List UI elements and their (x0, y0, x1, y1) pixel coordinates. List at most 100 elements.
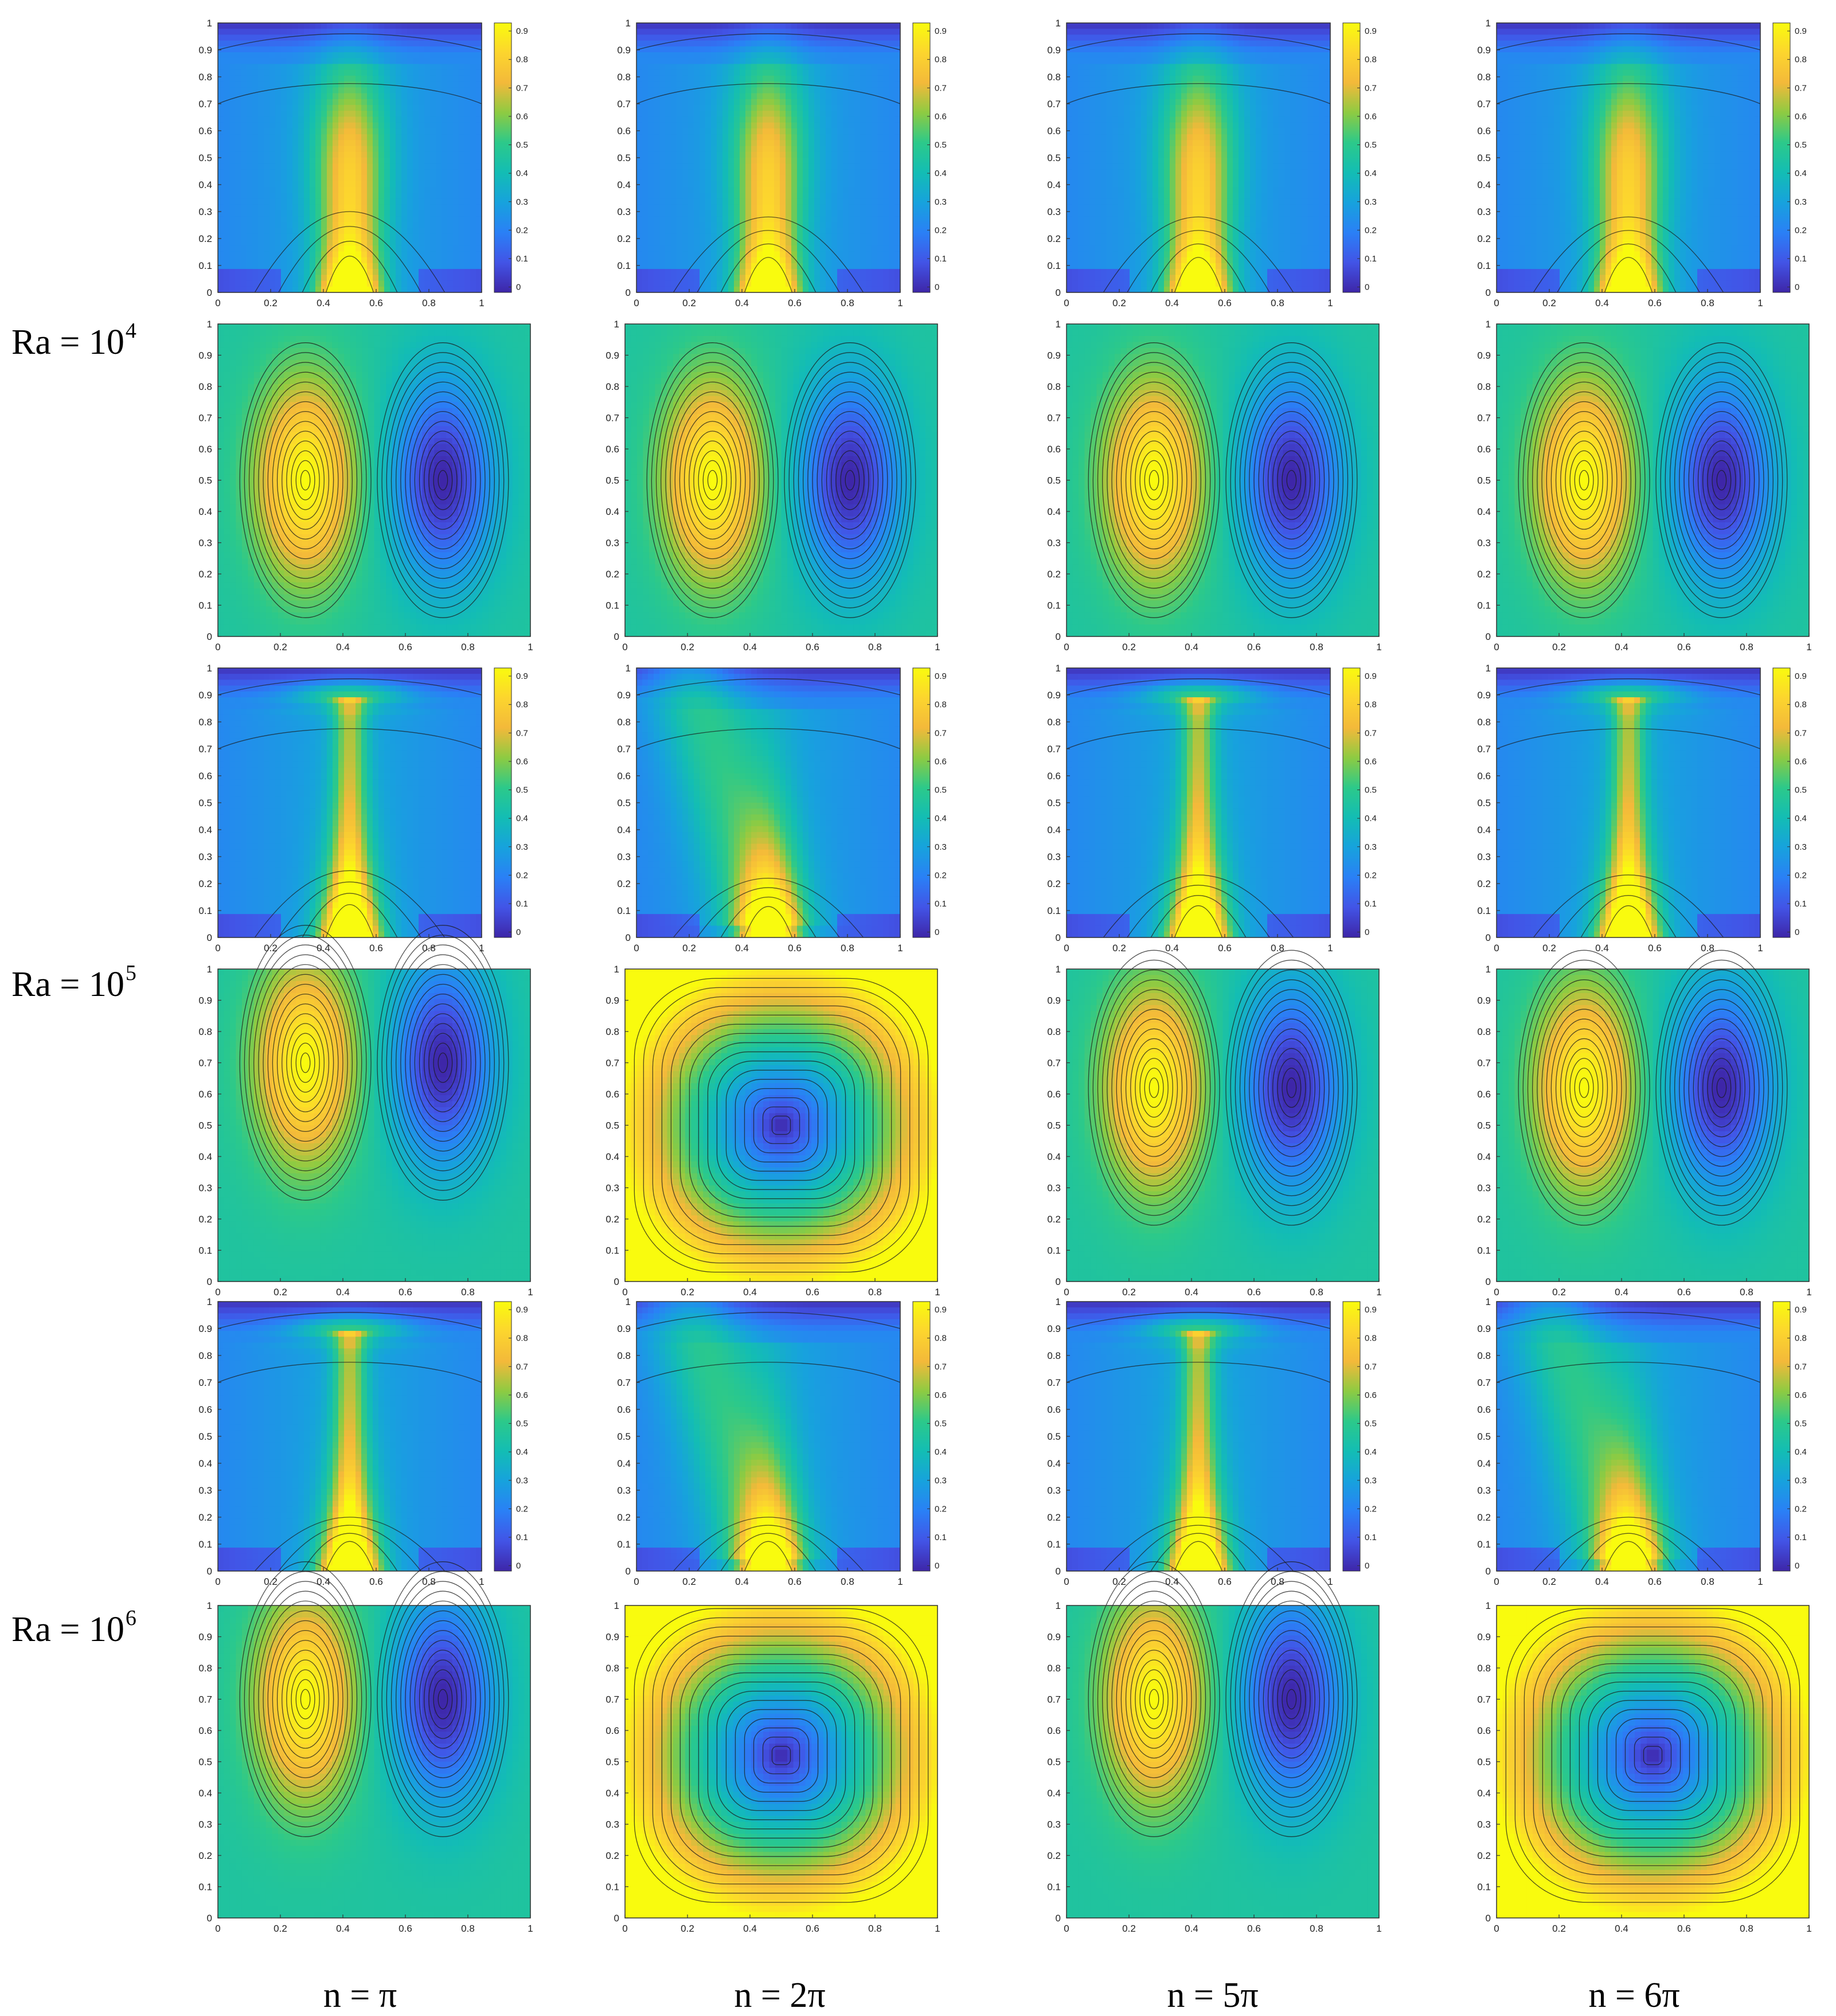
colorbar-tick-label: 0.9 (1795, 1305, 1807, 1315)
x-tick-label: 0.6 (369, 1576, 383, 1587)
colorbar-tick-label: 0.3 (1795, 197, 1807, 207)
y-tick-label: 0.8 (198, 1350, 212, 1361)
y-tick-label: 0.2 (1477, 1512, 1491, 1523)
colorbar-tick-label: 0 (1365, 283, 1369, 292)
y-tick-label: 0.3 (606, 538, 619, 549)
x-tick-label: 0.2 (1552, 1923, 1566, 1934)
x-tick-label: 0.6 (1677, 1287, 1691, 1298)
x-tick-label: 0.6 (399, 642, 412, 653)
colorbar-tick-label: 0.9 (516, 26, 528, 36)
y-tick-label: 0.3 (1477, 1819, 1491, 1830)
y-tick-label: 0.7 (1477, 1377, 1491, 1388)
y-tick-label: 0.7 (198, 1058, 212, 1069)
y-tick-label: 0.6 (198, 771, 212, 782)
x-tick-label: 0 (1494, 1287, 1499, 1298)
x-tick-label: 0.4 (743, 1923, 757, 1934)
x-tick-label: 0 (634, 298, 639, 308)
y-tick-label: 0.2 (1047, 878, 1061, 889)
x-tick-label: 0.4 (1595, 943, 1609, 954)
y-tick-label: 0.5 (198, 475, 212, 486)
x-tick-label: 0 (634, 1576, 639, 1587)
x-tick-label: 0.6 (788, 298, 802, 308)
y-tick-label: 0.7 (617, 744, 631, 755)
colorbar-tick-label: 0.3 (516, 197, 528, 207)
y-tick-label: 0.8 (1477, 1350, 1491, 1361)
colorbar-tick-label: 0 (516, 928, 521, 937)
y-tick-label: 0.9 (1047, 350, 1061, 361)
y-tick-label: 1 (1056, 18, 1061, 29)
y-tick-label: 0.7 (617, 99, 631, 110)
x-tick-label: 1 (528, 1287, 533, 1298)
x-tick-label: 0.8 (1701, 1576, 1714, 1587)
x-tick-label: 0.8 (1740, 1923, 1753, 1934)
colorbar-tick-label: 0.4 (935, 169, 947, 178)
y-tick-label: 0 (207, 932, 212, 943)
x-tick-label: 0.4 (336, 1923, 350, 1934)
colorbar-tick-label: 0.3 (935, 842, 947, 852)
x-tick-label: 0.4 (1595, 298, 1609, 308)
colorbar-tick-label: 0.7 (1365, 728, 1377, 738)
x-tick-label: 1 (528, 1923, 533, 1934)
colorbar-tick-label: 0.4 (516, 1447, 528, 1457)
colorbar-tick-label: 0.2 (1795, 870, 1807, 880)
colorbar-tick-label: 0.4 (1795, 169, 1807, 178)
x-tick-label: 0.8 (868, 1923, 882, 1934)
x-tick-label: 0.2 (274, 1923, 287, 1934)
y-tick-label: 0.2 (198, 1214, 212, 1225)
x-tick-label: 0.4 (743, 1287, 757, 1298)
colorbar-tick-label: 0.7 (1795, 83, 1807, 93)
y-tick-label: 0.7 (606, 1058, 619, 1069)
y-tick-label: 0.5 (617, 1431, 631, 1442)
colorbar-tick-label: 0.6 (1795, 1390, 1807, 1400)
colorbar-tick-label: 0.4 (1795, 1447, 1807, 1457)
y-tick-label: 0 (1486, 1913, 1491, 1924)
y-tick-label: 0.2 (1477, 1850, 1491, 1861)
x-tick-label: 1 (1327, 298, 1333, 308)
colorbar-tick-label: 0.9 (935, 26, 947, 36)
colorbar (1343, 1302, 1360, 1571)
y-tick-label: 0.7 (1047, 1377, 1061, 1388)
y-tick-label: 1 (1486, 1600, 1491, 1611)
x-tick-label: 0 (1064, 1923, 1069, 1934)
y-tick-label: 0.5 (606, 1120, 619, 1131)
x-tick-label: 0 (1494, 943, 1499, 954)
y-tick-label: 0.8 (617, 1350, 631, 1361)
y-tick-label: 0.7 (198, 1694, 212, 1705)
colorbar-tick-label: 0.2 (516, 1504, 528, 1514)
y-tick-label: 0.2 (1477, 1214, 1491, 1225)
y-tick-label: 0.7 (1477, 413, 1491, 424)
y-tick-label: 0.8 (606, 1663, 619, 1674)
y-tick-label: 0.2 (198, 233, 212, 244)
x-tick-label: 0.6 (1218, 1576, 1232, 1587)
colorbar-tick-label: 0.8 (1795, 1334, 1807, 1343)
y-tick-label: 0.9 (198, 690, 212, 701)
y-tick-label: 0.6 (606, 444, 619, 455)
y-tick-label: 0.6 (1047, 1089, 1061, 1100)
y-tick-label: 0.6 (1477, 126, 1491, 136)
y-tick-label: 0.5 (1047, 798, 1061, 808)
y-tick-label: 0.4 (198, 825, 212, 835)
y-tick-label: 0.9 (1047, 690, 1061, 701)
y-tick-label: 0.4 (617, 825, 631, 835)
y-tick-label: 0.6 (617, 126, 631, 136)
colorbar-tick-label: 0.3 (935, 197, 947, 207)
y-tick-label: 0.3 (1047, 1819, 1061, 1830)
y-tick-label: 0.7 (1047, 99, 1061, 110)
y-tick-label: 0.4 (1047, 1458, 1061, 1469)
x-tick-label: 0 (1064, 1576, 1069, 1587)
x-tick-label: 0.6 (1648, 298, 1662, 308)
colorbar-tick-label: 0.1 (516, 1533, 528, 1542)
y-tick-label: 0 (614, 1913, 619, 1924)
x-tick-label: 1 (935, 642, 940, 653)
y-tick-label: 0.7 (1477, 1058, 1491, 1069)
y-tick-label: 0.2 (198, 1850, 212, 1861)
